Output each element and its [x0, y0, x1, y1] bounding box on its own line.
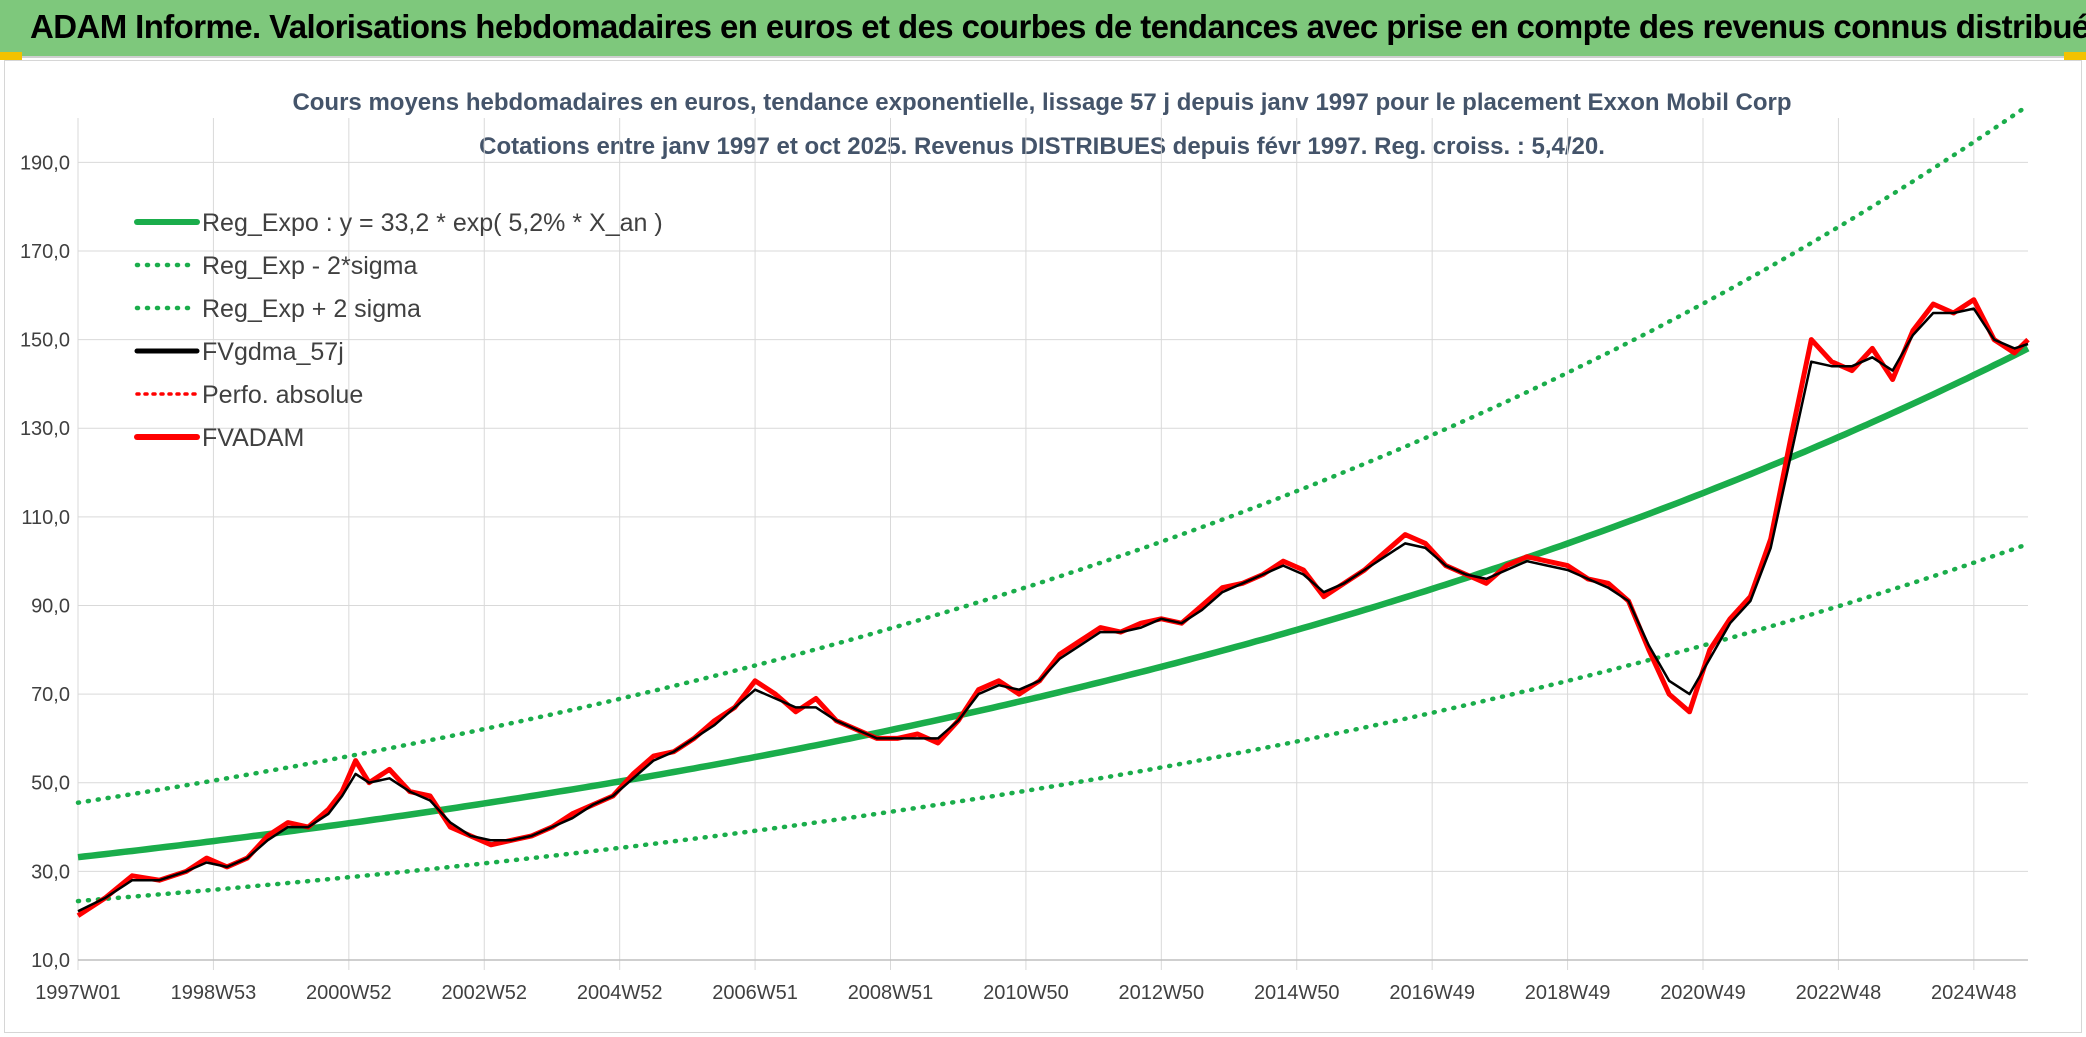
x-tick-label: 2002W52 — [441, 982, 527, 1004]
corner-mark-left — [0, 52, 22, 60]
x-tick-label: 2024W48 — [1931, 982, 2017, 1004]
corner-mark-right — [2064, 52, 2086, 60]
legend-label: Perfo. absolue — [202, 381, 363, 409]
axis-ticks: 10,0 30,0 50,0 70,0 90,0 110,0 130,0 150,0 170,0… — [20, 152, 2017, 1004]
legend-label: Reg_Expo : y = 33,2 * exp( 5,2% * X_an ) — [202, 209, 663, 237]
legend-label: FVgdma_57j — [202, 338, 344, 366]
series-reg-exp-minus-2sigma — [75, 541, 2031, 904]
y-tick-label: 30,0 — [31, 861, 70, 883]
series-lines — [75, 106, 2031, 918]
x-tick-label: 2014W50 — [1254, 982, 1340, 1004]
chart-title: Cours moyens hebdomadaires en euros, ten… — [292, 89, 1791, 116]
grid-lines — [77, 118, 2028, 970]
x-tick-label: 2004W52 — [577, 982, 663, 1004]
legend-label: Reg_Exp + 2 sigma — [202, 295, 421, 323]
legend-label: FVADAM — [202, 424, 304, 452]
y-tick-label: 70,0 — [31, 684, 70, 706]
x-tick-label: 2006W51 — [712, 982, 798, 1004]
x-tick-label: 2020W49 — [1660, 982, 1746, 1004]
chart-frame — [4, 60, 2082, 1033]
x-tick-label: 2000W52 — [306, 982, 392, 1004]
series-reg-exp-plus-2sigma — [75, 106, 2031, 805]
x-tick-label: 2022W48 — [1796, 982, 1882, 1004]
report-banner: ADAM Informe. Valorisations hebdomadaire… — [0, 0, 2086, 58]
y-tick-label: 10,0 — [31, 950, 70, 972]
x-tick-label: 2016W49 — [1389, 982, 1475, 1004]
chart-subtitle: Cotations entre janv 1997 et oct 2025. R… — [479, 133, 1605, 160]
x-tick-label: 2012W50 — [1119, 982, 1205, 1004]
y-tick-label: 50,0 — [31, 773, 70, 795]
y-tick-label: 130,0 — [20, 418, 70, 440]
x-tick-label: 1997W01 — [35, 982, 121, 1004]
x-tick-label: 2010W50 — [983, 982, 1069, 1004]
series-fvgdma-57j — [77, 307, 2029, 913]
legend-label: Reg_Exp - 2*sigma — [202, 252, 417, 280]
y-tick-label: 150,0 — [20, 330, 70, 352]
series-reg-expo — [77, 345, 2030, 861]
x-tick-label: 1998W53 — [171, 982, 257, 1004]
x-tick-label: 2018W49 — [1525, 982, 1611, 1004]
y-tick-label: 190,0 — [20, 152, 70, 174]
y-tick-label: 170,0 — [20, 241, 70, 263]
y-tick-label: 90,0 — [31, 595, 70, 617]
legend: Reg_Expo : y = 33,2 * exp( 5,2% * X_an )… — [134, 209, 663, 452]
report-title: ADAM Informe. Valorisations hebdomadaire… — [30, 8, 2086, 45]
y-tick-label: 110,0 — [21, 507, 70, 529]
x-tick-label: 2008W51 — [848, 982, 934, 1004]
